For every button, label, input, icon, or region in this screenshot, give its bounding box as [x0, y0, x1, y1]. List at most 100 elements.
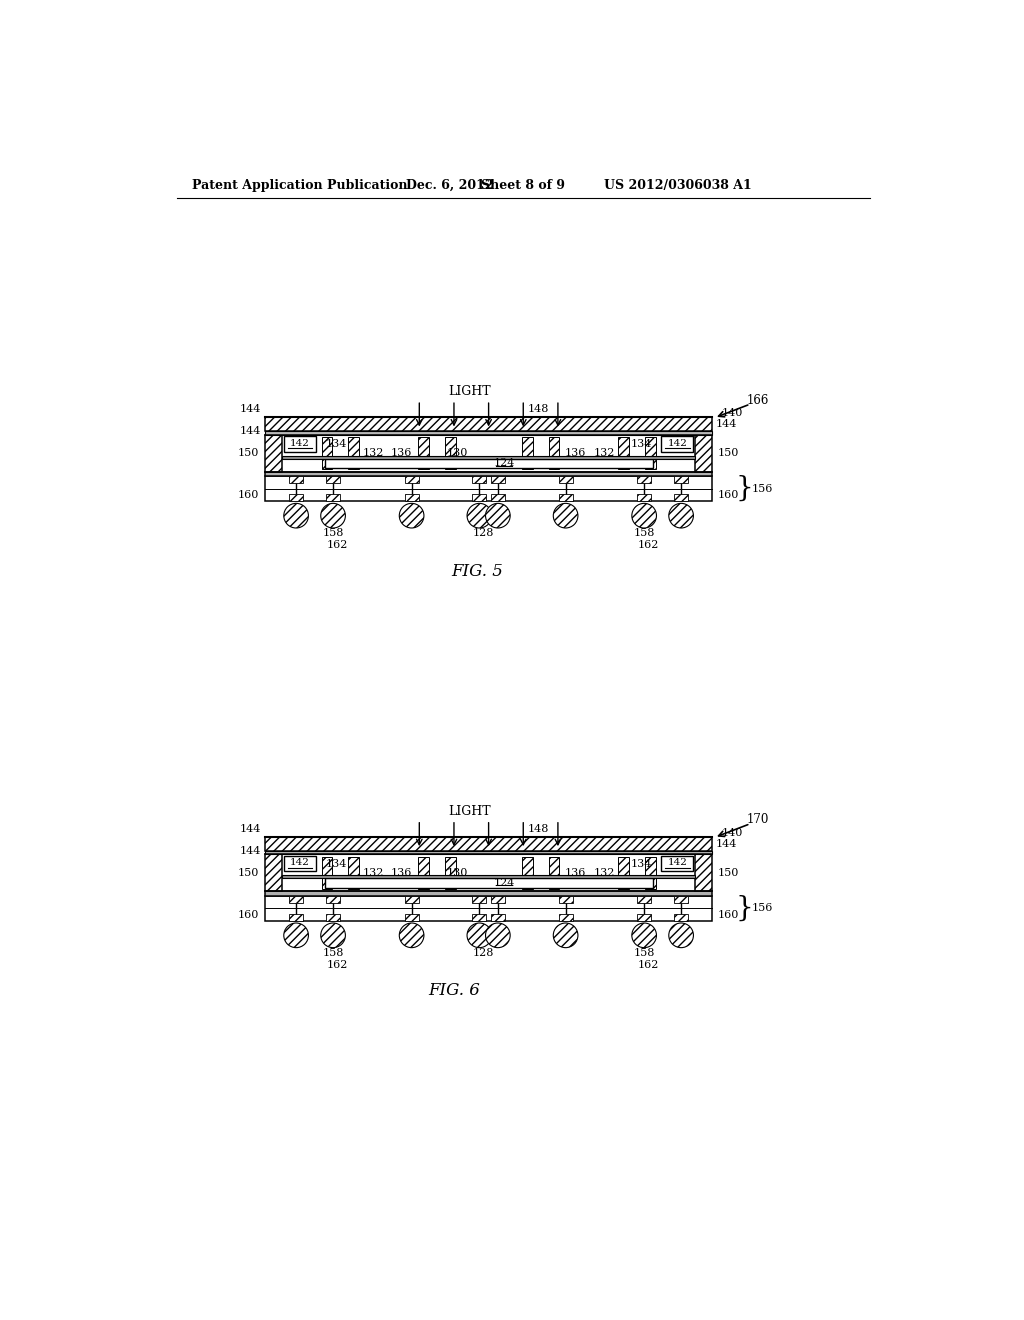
Bar — [325, 459, 652, 469]
Text: 128: 128 — [472, 948, 494, 958]
Bar — [490, 896, 505, 903]
Text: Sheet 8 of 9: Sheet 8 of 9 — [481, 178, 565, 191]
Text: 162: 162 — [637, 960, 658, 970]
Bar — [637, 494, 651, 502]
Ellipse shape — [467, 503, 492, 528]
Bar — [472, 494, 486, 502]
Text: 162: 162 — [327, 540, 347, 550]
Bar — [637, 913, 651, 921]
Text: 156: 156 — [752, 903, 773, 913]
Text: 144: 144 — [716, 418, 737, 429]
Bar — [662, 857, 693, 871]
Text: 124: 124 — [494, 458, 515, 469]
Ellipse shape — [553, 923, 578, 948]
Text: 132: 132 — [594, 869, 614, 878]
Bar — [265, 432, 712, 434]
Text: 136: 136 — [565, 869, 587, 878]
Text: 160: 160 — [238, 490, 259, 500]
Bar — [404, 477, 419, 483]
Bar — [674, 494, 688, 502]
Bar — [326, 494, 340, 502]
Text: LIGHT: LIGHT — [449, 385, 490, 399]
Bar — [283, 854, 695, 891]
Text: }: } — [735, 475, 753, 502]
Text: 148: 148 — [528, 404, 549, 414]
Bar — [265, 477, 712, 502]
Bar — [617, 437, 629, 470]
Text: 162: 162 — [327, 960, 347, 970]
Text: 158: 158 — [323, 528, 344, 539]
Bar — [325, 878, 652, 887]
Text: 156: 156 — [752, 483, 773, 494]
Text: LIGHT: LIGHT — [449, 805, 490, 818]
Bar — [674, 896, 688, 903]
Bar — [549, 437, 559, 470]
Text: 124: 124 — [494, 878, 515, 888]
Text: 144: 144 — [240, 824, 261, 834]
Bar — [472, 896, 486, 903]
Text: 132: 132 — [594, 449, 614, 458]
Text: 134: 134 — [631, 440, 651, 449]
Text: 162: 162 — [637, 540, 658, 550]
Ellipse shape — [399, 923, 424, 948]
Bar — [265, 434, 283, 471]
Bar — [490, 477, 505, 483]
Bar — [284, 857, 316, 871]
Bar — [559, 913, 572, 921]
Bar — [322, 437, 333, 470]
Text: 150: 150 — [238, 449, 259, 458]
Text: 140: 140 — [722, 408, 743, 418]
Bar — [404, 896, 419, 903]
Text: 132: 132 — [362, 869, 384, 878]
Bar — [490, 913, 505, 921]
Bar — [637, 896, 651, 903]
Text: 132: 132 — [362, 449, 384, 458]
Bar — [559, 896, 572, 903]
Text: 130: 130 — [447, 449, 469, 458]
Bar — [322, 857, 333, 890]
Bar — [695, 434, 712, 471]
Bar — [348, 857, 359, 890]
Text: 160: 160 — [718, 909, 739, 920]
Text: 150: 150 — [718, 869, 739, 878]
Bar — [695, 854, 712, 891]
Text: 158: 158 — [634, 948, 654, 958]
Bar — [521, 857, 532, 890]
Ellipse shape — [399, 503, 424, 528]
Bar — [418, 857, 429, 890]
Text: Patent Application Publication: Patent Application Publication — [193, 178, 408, 191]
Bar — [674, 913, 688, 921]
Bar — [645, 857, 655, 890]
Text: 136: 136 — [565, 449, 587, 458]
Bar — [326, 477, 340, 483]
Text: 158: 158 — [634, 528, 654, 539]
Bar — [472, 477, 486, 483]
Bar — [521, 437, 532, 470]
Bar — [404, 913, 419, 921]
Ellipse shape — [321, 923, 345, 948]
Text: 150: 150 — [718, 449, 739, 458]
Bar — [265, 837, 712, 850]
Text: 148: 148 — [528, 824, 549, 834]
Text: 160: 160 — [718, 490, 739, 500]
Ellipse shape — [467, 923, 492, 948]
Bar — [289, 913, 303, 921]
Text: }: } — [735, 895, 753, 921]
Text: 160: 160 — [238, 909, 259, 920]
Ellipse shape — [284, 503, 308, 528]
Ellipse shape — [485, 503, 510, 528]
Text: FIG. 5: FIG. 5 — [452, 562, 503, 579]
Bar — [283, 875, 695, 878]
Ellipse shape — [632, 923, 656, 948]
Text: Dec. 6, 2012: Dec. 6, 2012 — [407, 178, 494, 191]
Bar — [283, 455, 695, 459]
Ellipse shape — [485, 923, 510, 948]
Bar — [444, 857, 456, 890]
Text: FIG. 6: FIG. 6 — [428, 982, 480, 999]
Text: 136: 136 — [391, 869, 413, 878]
Bar — [472, 913, 486, 921]
Bar — [265, 854, 283, 891]
Text: 144: 144 — [240, 404, 261, 414]
Text: 142: 142 — [668, 858, 687, 867]
Bar — [265, 471, 712, 477]
